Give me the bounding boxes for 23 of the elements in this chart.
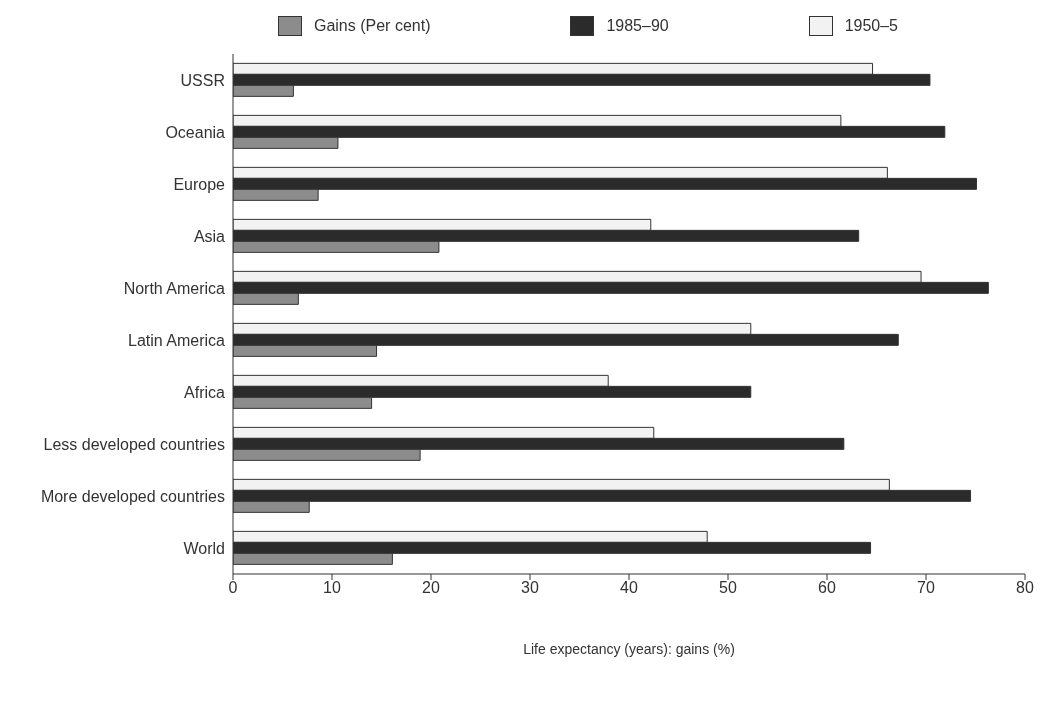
x-tick-label: 50 — [719, 579, 737, 597]
y-tick-label: Africa — [184, 383, 226, 401]
y-tick-label: More developed countries — [40, 487, 225, 505]
legend-label: 1950–5 — [844, 17, 899, 35]
x-tick-label: 40 — [620, 579, 638, 597]
y-tick-label: USSR — [180, 71, 225, 89]
y-tick-label: World — [183, 539, 225, 557]
x-tick-label: 0 — [228, 579, 238, 597]
x-tick-label: 60 — [818, 579, 836, 597]
x-tick-label: 70 — [917, 579, 935, 597]
y-tick-label: Less developed countries — [43, 435, 225, 453]
x-axis-title: Life expectancy (years): gains (%) — [523, 641, 735, 657]
y-tick-label: North America — [123, 279, 226, 297]
legend-label: 1985–90 — [606, 17, 669, 35]
x-tick-label: 30 — [521, 579, 539, 597]
y-tick-label: Latin America — [128, 331, 226, 349]
y-tick-label: Oceania — [165, 123, 226, 141]
x-tick-label: 20 — [422, 579, 440, 597]
legend-label: Gains (Per cent) — [313, 17, 431, 35]
x-tick-label: 10 — [323, 579, 341, 597]
y-tick-label: Asia — [193, 227, 226, 245]
x-tick-label: 80 — [1016, 579, 1034, 597]
y-tick-label: Europe — [173, 175, 226, 193]
